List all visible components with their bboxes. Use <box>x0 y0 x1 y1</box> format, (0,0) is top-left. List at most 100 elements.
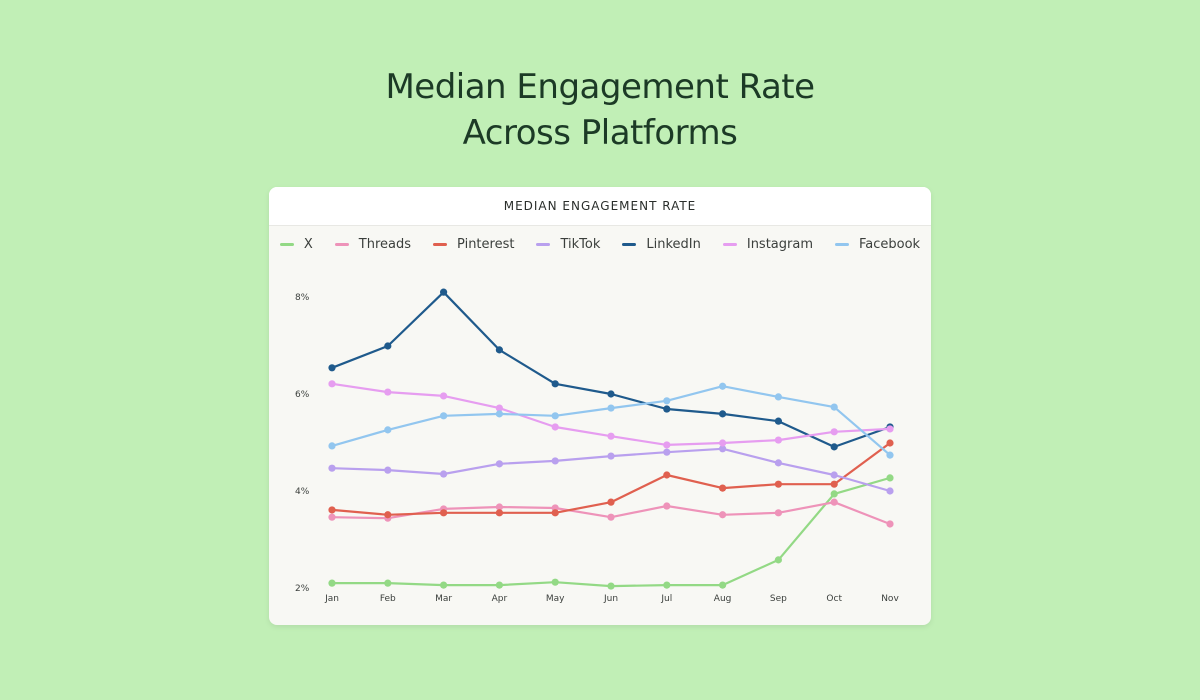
data-point-pinterest-aug[interactable] <box>719 484 727 492</box>
data-point-x-oct[interactable] <box>830 490 838 498</box>
data-point-linkedin-feb[interactable] <box>384 342 392 350</box>
data-point-instagram-aug[interactable] <box>719 439 727 447</box>
data-point-tiktok-jun[interactable] <box>607 452 615 460</box>
y-tick-label: 2% <box>295 584 310 594</box>
data-point-pinterest-jan[interactable] <box>328 506 336 514</box>
data-point-tiktok-mar[interactable] <box>440 470 448 478</box>
data-point-tiktok-nov[interactable] <box>886 487 894 495</box>
data-point-facebook-apr[interactable] <box>495 410 503 418</box>
data-point-facebook-jul[interactable] <box>663 397 671 405</box>
legend-item-threads[interactable]: Threads <box>334 237 411 252</box>
series-x <box>328 474 894 590</box>
legend-item-x[interactable]: X <box>279 237 313 252</box>
data-point-linkedin-mar[interactable] <box>440 288 448 296</box>
data-point-pinterest-jul[interactable] <box>663 471 671 479</box>
data-point-instagram-jul[interactable] <box>663 441 671 449</box>
data-point-pinterest-may[interactable] <box>551 509 559 517</box>
data-point-facebook-jun[interactable] <box>607 404 615 412</box>
data-point-facebook-may[interactable] <box>551 412 559 420</box>
series-tiktok <box>328 445 894 495</box>
data-point-tiktok-oct[interactable] <box>830 471 838 479</box>
legend-item-linkedin[interactable]: LinkedIn <box>622 237 701 252</box>
data-point-tiktok-jul[interactable] <box>663 448 671 456</box>
data-point-facebook-nov[interactable] <box>886 451 894 459</box>
data-point-instagram-apr[interactable] <box>495 404 503 412</box>
data-point-threads-jan[interactable] <box>328 513 336 521</box>
legend-swatch <box>722 243 737 246</box>
data-point-pinterest-apr[interactable] <box>495 509 503 517</box>
data-point-instagram-jan[interactable] <box>328 380 336 388</box>
series-pinterest <box>328 439 894 519</box>
data-point-tiktok-may[interactable] <box>551 457 559 465</box>
data-point-linkedin-apr[interactable] <box>495 346 503 354</box>
data-point-pinterest-mar[interactable] <box>440 509 448 517</box>
data-point-instagram-mar[interactable] <box>440 392 448 400</box>
data-point-instagram-nov[interactable] <box>886 425 894 433</box>
data-point-threads-jul[interactable] <box>663 502 671 510</box>
data-point-pinterest-nov[interactable] <box>886 439 894 447</box>
data-point-x-nov[interactable] <box>886 474 894 482</box>
data-point-tiktok-sep[interactable] <box>774 459 782 467</box>
data-point-tiktok-apr[interactable] <box>495 460 503 468</box>
chart-title: MEDIAN ENGAGEMENT RATE <box>269 187 931 226</box>
data-point-instagram-may[interactable] <box>551 423 559 431</box>
data-point-pinterest-feb[interactable] <box>384 511 392 519</box>
data-point-instagram-jun[interactable] <box>607 432 615 440</box>
line-chart: 2% 4% 6% 8% Jan Feb Mar Apr May Jun Jul Aug Sep Oct No… <box>295 288 899 604</box>
data-point-threads-nov[interactable] <box>886 520 894 528</box>
data-point-linkedin-oct[interactable] <box>830 443 838 451</box>
chart-card: MEDIAN ENGAGEMENT RATE X Threads Pinterest… <box>269 187 931 625</box>
legend-label: Pinterest <box>457 237 515 252</box>
legend-item-pinterest[interactable]: Pinterest <box>433 237 514 252</box>
data-point-linkedin-may[interactable] <box>551 380 559 388</box>
data-point-instagram-feb[interactable] <box>384 388 392 396</box>
data-point-facebook-aug[interactable] <box>719 382 727 390</box>
data-point-linkedin-jul[interactable] <box>663 405 671 413</box>
data-point-linkedin-aug[interactable] <box>719 410 727 418</box>
data-point-linkedin-sep[interactable] <box>774 417 782 425</box>
data-point-x-apr[interactable] <box>495 581 503 589</box>
data-point-pinterest-sep[interactable] <box>774 480 782 488</box>
chart-legend: X Threads Pinterest TikTok LinkedIn Instagram… <box>269 237 931 252</box>
series-line-x <box>332 476 891 588</box>
data-point-x-feb[interactable] <box>384 579 392 587</box>
data-point-tiktok-jan[interactable] <box>328 464 336 472</box>
data-point-x-may[interactable] <box>551 578 559 586</box>
legend-item-tiktok[interactable]: TikTok <box>536 237 600 252</box>
data-point-facebook-mar[interactable] <box>440 412 448 420</box>
data-point-instagram-sep[interactable] <box>774 436 782 444</box>
data-point-threads-oct[interactable] <box>830 498 838 506</box>
data-point-x-sep[interactable] <box>774 556 782 564</box>
x-tick-label: May <box>546 594 565 604</box>
data-point-x-jun[interactable] <box>607 582 615 590</box>
headline-line-2: Across Platforms <box>462 113 738 153</box>
data-point-tiktok-aug[interactable] <box>719 445 727 453</box>
data-point-pinterest-oct[interactable] <box>830 480 838 488</box>
data-point-linkedin-jun[interactable] <box>607 390 615 398</box>
data-point-instagram-oct[interactable] <box>830 428 838 436</box>
data-point-x-aug[interactable] <box>719 581 727 589</box>
legend-label: Facebook <box>859 237 921 252</box>
data-point-facebook-jan[interactable] <box>328 442 336 450</box>
data-point-facebook-feb[interactable] <box>384 426 392 434</box>
page-headline: Median Engagement Rate Across Platforms <box>0 64 1200 156</box>
data-point-x-mar[interactable] <box>440 581 448 589</box>
data-point-x-jul[interactable] <box>663 581 671 589</box>
x-tick-label: Jan <box>324 594 339 604</box>
data-point-threads-sep[interactable] <box>774 509 782 517</box>
x-tick-label: Jul <box>660 594 672 604</box>
data-point-x-jan[interactable] <box>328 579 336 587</box>
data-point-threads-aug[interactable] <box>719 511 727 519</box>
data-point-facebook-oct[interactable] <box>830 403 838 411</box>
legend-item-instagram[interactable]: Instagram <box>722 237 813 252</box>
data-point-linkedin-jan[interactable] <box>328 364 336 372</box>
data-point-threads-jun[interactable] <box>607 513 615 521</box>
data-point-tiktok-feb[interactable] <box>384 466 392 474</box>
legend-swatch <box>279 243 294 246</box>
data-point-pinterest-jun[interactable] <box>607 498 615 506</box>
data-point-threads-apr[interactable] <box>495 503 503 511</box>
y-tick-label: 8% <box>295 293 310 303</box>
legend-item-facebook[interactable]: Facebook <box>835 237 920 252</box>
data-point-facebook-sep[interactable] <box>774 393 782 401</box>
series-instagram <box>328 380 894 449</box>
